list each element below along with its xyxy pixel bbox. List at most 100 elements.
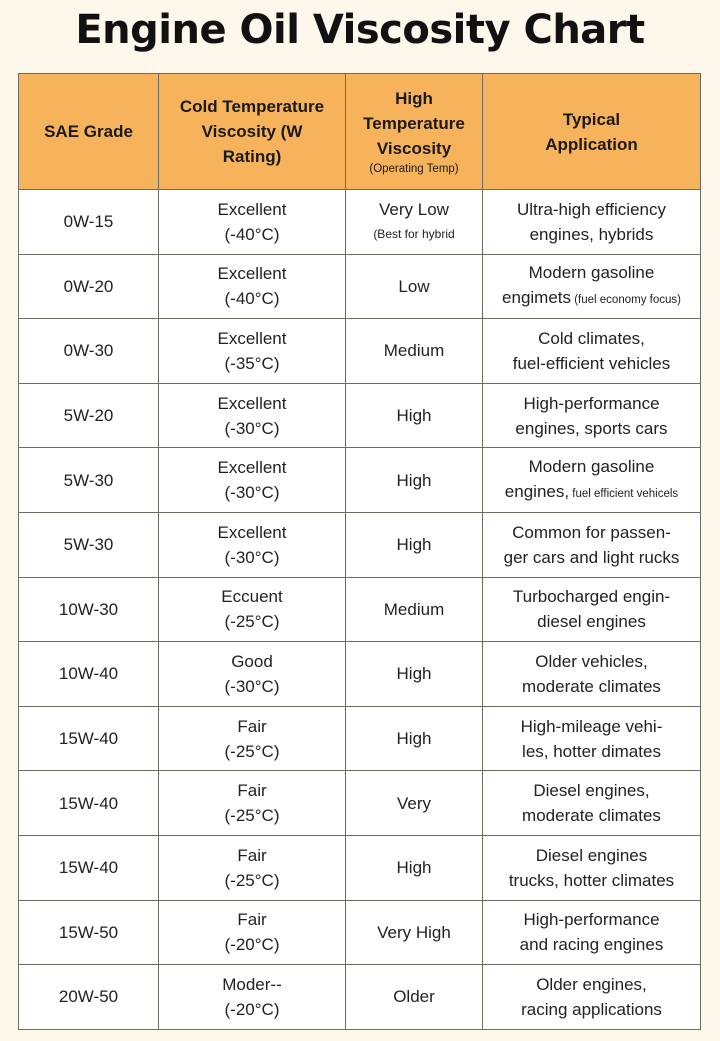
cell-high-viscosity: High [345,834,483,901]
application-line-2-text: engines, [504,481,570,501]
cell-high-viscosity: Very Low (Best for hybrid [345,189,483,255]
header-high-viscosity-sub: (Operating Temp) [369,163,459,175]
cell-sae-grade: 5W-30 [18,511,159,578]
header-typical-application-label: Typical Application [545,109,638,154]
table-header: SAE Grade Cold Temperature Viscosity (W … [18,73,701,190]
header-cold-viscosity-label: Cold Temperature Viscosity (W Rating) [179,97,325,166]
cell-sae-grade: 15W-40 [18,705,159,772]
application-line-2: and racing engines [487,932,696,957]
cold-rating: Fair [237,781,267,801]
viscosity-table: SAE Grade Cold Temperature Viscosity (W … [18,73,701,1030]
high-rating: Low [398,276,430,296]
cold-temperature: (-25°C) [224,741,280,761]
cell-typical-application: Turbocharged engin-diesel engines [482,576,701,643]
cold-rating: Fair [237,910,267,930]
cell-cold-viscosity: Fair (-25°C) [158,705,346,772]
sae-grade-value: 15W-40 [58,729,119,749]
cell-high-viscosity: High [345,511,483,578]
application-line-1: Modern gasoline [528,456,655,476]
table-row: 0W-30 Excellent (-35°C) Medium Cold climates… [18,318,701,384]
application-line-1: Common for passen- [512,522,671,542]
cold-rating: Good [231,651,273,671]
application-line-2-text: moderate climates [522,676,661,696]
application-line-2-note: fuel efficient vehicels [569,487,679,500]
sae-grade-value: 15W-40 [58,793,119,813]
high-rating: Very [396,793,432,813]
table-row: 5W-30 Excellent (-30°C) High Common for pass… [18,511,701,578]
table-body: 0W-15 Excellent (-40°C) Very Low (Best for h… [18,189,701,1030]
high-rating: High [396,729,432,749]
application-line-1: Diesel engines [535,845,648,865]
cell-typical-application: High-performance and racing engines [482,899,701,966]
cell-typical-application: Common for passen-ger cars and light ruc… [482,511,701,578]
high-rating: High [396,470,432,490]
cold-temperature: (-35°C) [224,353,280,373]
table-row: 5W-20 Excellent (-30°C) High High-performanc… [18,382,701,449]
application-line-1: High-mileage vehi- [520,716,663,736]
cold-temperature: (-20°C) [224,999,280,1019]
application-line-2: engines, hybrids [487,222,696,247]
sae-grade-value: 10W-30 [58,599,119,619]
cold-temperature: (-30°C) [224,483,280,503]
cold-temperature: (-30°C) [224,418,280,438]
cell-cold-viscosity: Excellent (-30°C) [158,382,346,449]
application-line-2-text: engimets [502,287,572,307]
application-line-2-note: (fuel economy focus) [571,293,681,306]
cold-temperature: (-30°C) [224,547,280,567]
header-typical-application: Typical Application [482,73,701,190]
cell-cold-viscosity: Excellent (-40°C) [158,253,346,320]
high-rating: Medium [383,599,445,619]
cell-sae-grade: 20W-50 [18,964,159,1030]
cell-cold-viscosity: Excellent (-30°C) [158,447,346,513]
cell-high-viscosity: Very [345,770,483,836]
table-row: 0W-20 Excellent (-40°C) Low Modern gasoline e… [18,253,701,320]
table-row: 20W-50 Moder-- (-20°C) Older Older engines, r… [18,964,701,1030]
application-line-1: High-performance [523,393,660,413]
sae-grade-value: 5W-30 [63,470,114,490]
page-title: Engine Oil Viscosity Chart [75,7,645,53]
cell-sae-grade: 15W-40 [18,834,159,901]
cold-rating: Excellent [217,199,287,219]
cell-high-viscosity: Low [345,253,483,320]
application-line-2-text: trucks, hotter climates [508,870,675,890]
application-line-1: Modern gasoline [528,262,655,282]
cold-temperature: (-20°C) [224,935,280,955]
application-line-2-text: fuel-efficient vehicles [512,353,671,373]
cell-sae-grade: 0W-30 [18,318,159,384]
table-row: 15W-50 Fair (-20°C) Very High High-performan… [18,899,701,966]
header-high-viscosity: High Temperature Viscosity (Operating Te… [345,73,483,190]
sae-grade-value: 15W-50 [58,922,119,942]
cold-temperature: (-30°C) [224,676,280,696]
cell-cold-viscosity: Moder-- (-20°C) [158,964,346,1030]
cell-high-viscosity: Older [345,964,483,1030]
application-line-1: Cold climates, [538,328,645,348]
cold-rating: Excellent [217,328,287,348]
cell-sae-grade: 5W-30 [18,447,159,513]
table-row: 0W-15 Excellent (-40°C) Very Low (Best for h… [18,189,701,255]
application-line-2-text: engines, hybrids [529,224,654,244]
application-line-2: trucks, hotter climates [487,868,696,893]
cell-typical-application: Older vehicles, moderate climates [482,641,701,707]
cold-rating: Moder-- [222,974,282,994]
application-line-1: Turbocharged engin- [512,587,671,607]
cold-temperature: (-25°C) [224,612,280,632]
cold-rating: Fair [237,716,267,736]
application-line-2: engines, sports cars [487,416,696,441]
high-rating: Medium [383,341,445,361]
cell-sae-grade: 15W-50 [18,899,159,966]
cell-high-viscosity: High [345,447,483,513]
cell-cold-viscosity: Fair (-20°C) [158,899,346,966]
cell-cold-viscosity: Excellent (-35°C) [158,318,346,384]
high-rating: High [396,858,432,878]
header-sae-grade: SAE Grade [18,73,159,190]
cell-typical-application: Ultra-high efficiency engines, hybrids [482,189,701,255]
application-line-1: Older vehicles, [535,651,648,671]
cold-rating: Fair [237,845,267,865]
sae-grade-value: 5W-30 [63,535,114,555]
high-rating: High [396,406,432,426]
cold-rating: Eccuent [221,587,283,607]
application-line-2-text: les, hotter dimates [522,741,661,761]
high-rating: Older [393,987,435,1007]
application-line-1: Older engines, [536,974,647,994]
cell-typical-application: Diesel engines trucks, hotter climates [482,834,701,901]
